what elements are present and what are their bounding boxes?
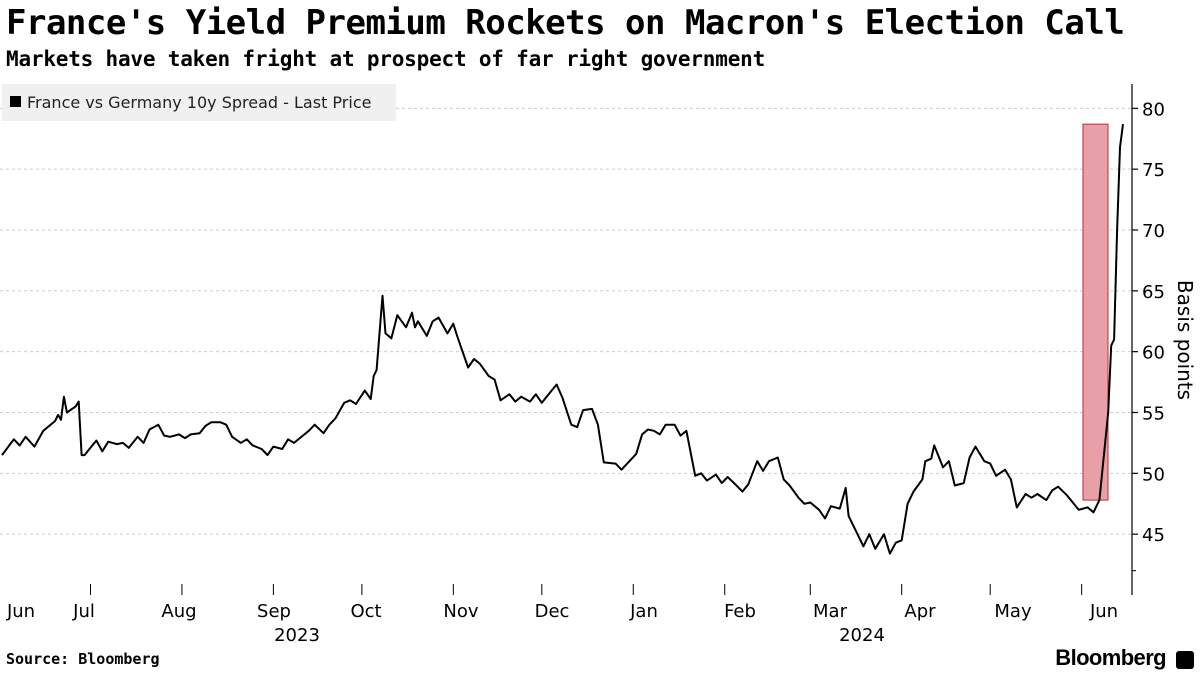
x-tick-label: Dec [535, 601, 570, 622]
x-year-label: 2023 [274, 625, 320, 646]
x-year-label: 2024 [839, 625, 885, 646]
y-tick-label: 65 [1142, 282, 1165, 303]
legend-background [2, 84, 396, 121]
y-tick-label: 80 [1142, 99, 1165, 120]
y-tick-label: 75 [1142, 160, 1165, 181]
y-tick-label: 60 [1142, 343, 1165, 364]
bloomberg-terminal-icon [1176, 651, 1194, 669]
y-tick-label: 70 [1142, 221, 1165, 242]
gridlines [0, 107, 1132, 535]
x-tick-label: Sep [257, 601, 291, 622]
y-axis-ticks: 45 50 55 60 65 70 75 80 [1132, 99, 1165, 572]
chart-title: France's Yield Premium Rockets on Macron… [6, 3, 1125, 43]
y-tick-label: 50 [1142, 464, 1165, 485]
y-axis-label: Basis points [1173, 280, 1197, 400]
y-tick-label: 45 [1142, 525, 1165, 546]
series-line [1, 123, 1124, 555]
y-tick-label: 55 [1142, 404, 1165, 425]
x-tick-label: Feb [724, 601, 756, 622]
source-note: Source: Bloomberg [6, 650, 160, 668]
x-tick-label: Mar [813, 601, 848, 622]
x-axis-ticks: Jun Jul Aug Sep Oct Nov Dec Jan Feb Mar Apr May Jun 2… [6, 584, 1118, 646]
x-tick-label: Nov [443, 601, 478, 622]
chart-subtitle: Markets have taken fright at prospect of… [6, 47, 766, 71]
x-tick-label: Aug [161, 601, 196, 622]
x-tick-label: Jun [6, 601, 35, 622]
x-tick-label: Jul [72, 601, 95, 622]
highlight-box [1082, 123, 1109, 501]
legend-label: France vs Germany 10y Spread - Last Pric… [27, 93, 371, 112]
x-tick-label: May [994, 601, 1032, 622]
x-tick-label: Oct [350, 601, 381, 622]
legend-swatch [10, 96, 21, 107]
legend: France vs Germany 10y Spread - Last Pric… [2, 84, 396, 121]
bloomberg-logo: Bloomberg [1055, 645, 1166, 670]
x-tick-label: Jan [629, 601, 658, 622]
x-tick-label: Jun [1089, 601, 1118, 622]
x-tick-label: Apr [904, 601, 936, 622]
